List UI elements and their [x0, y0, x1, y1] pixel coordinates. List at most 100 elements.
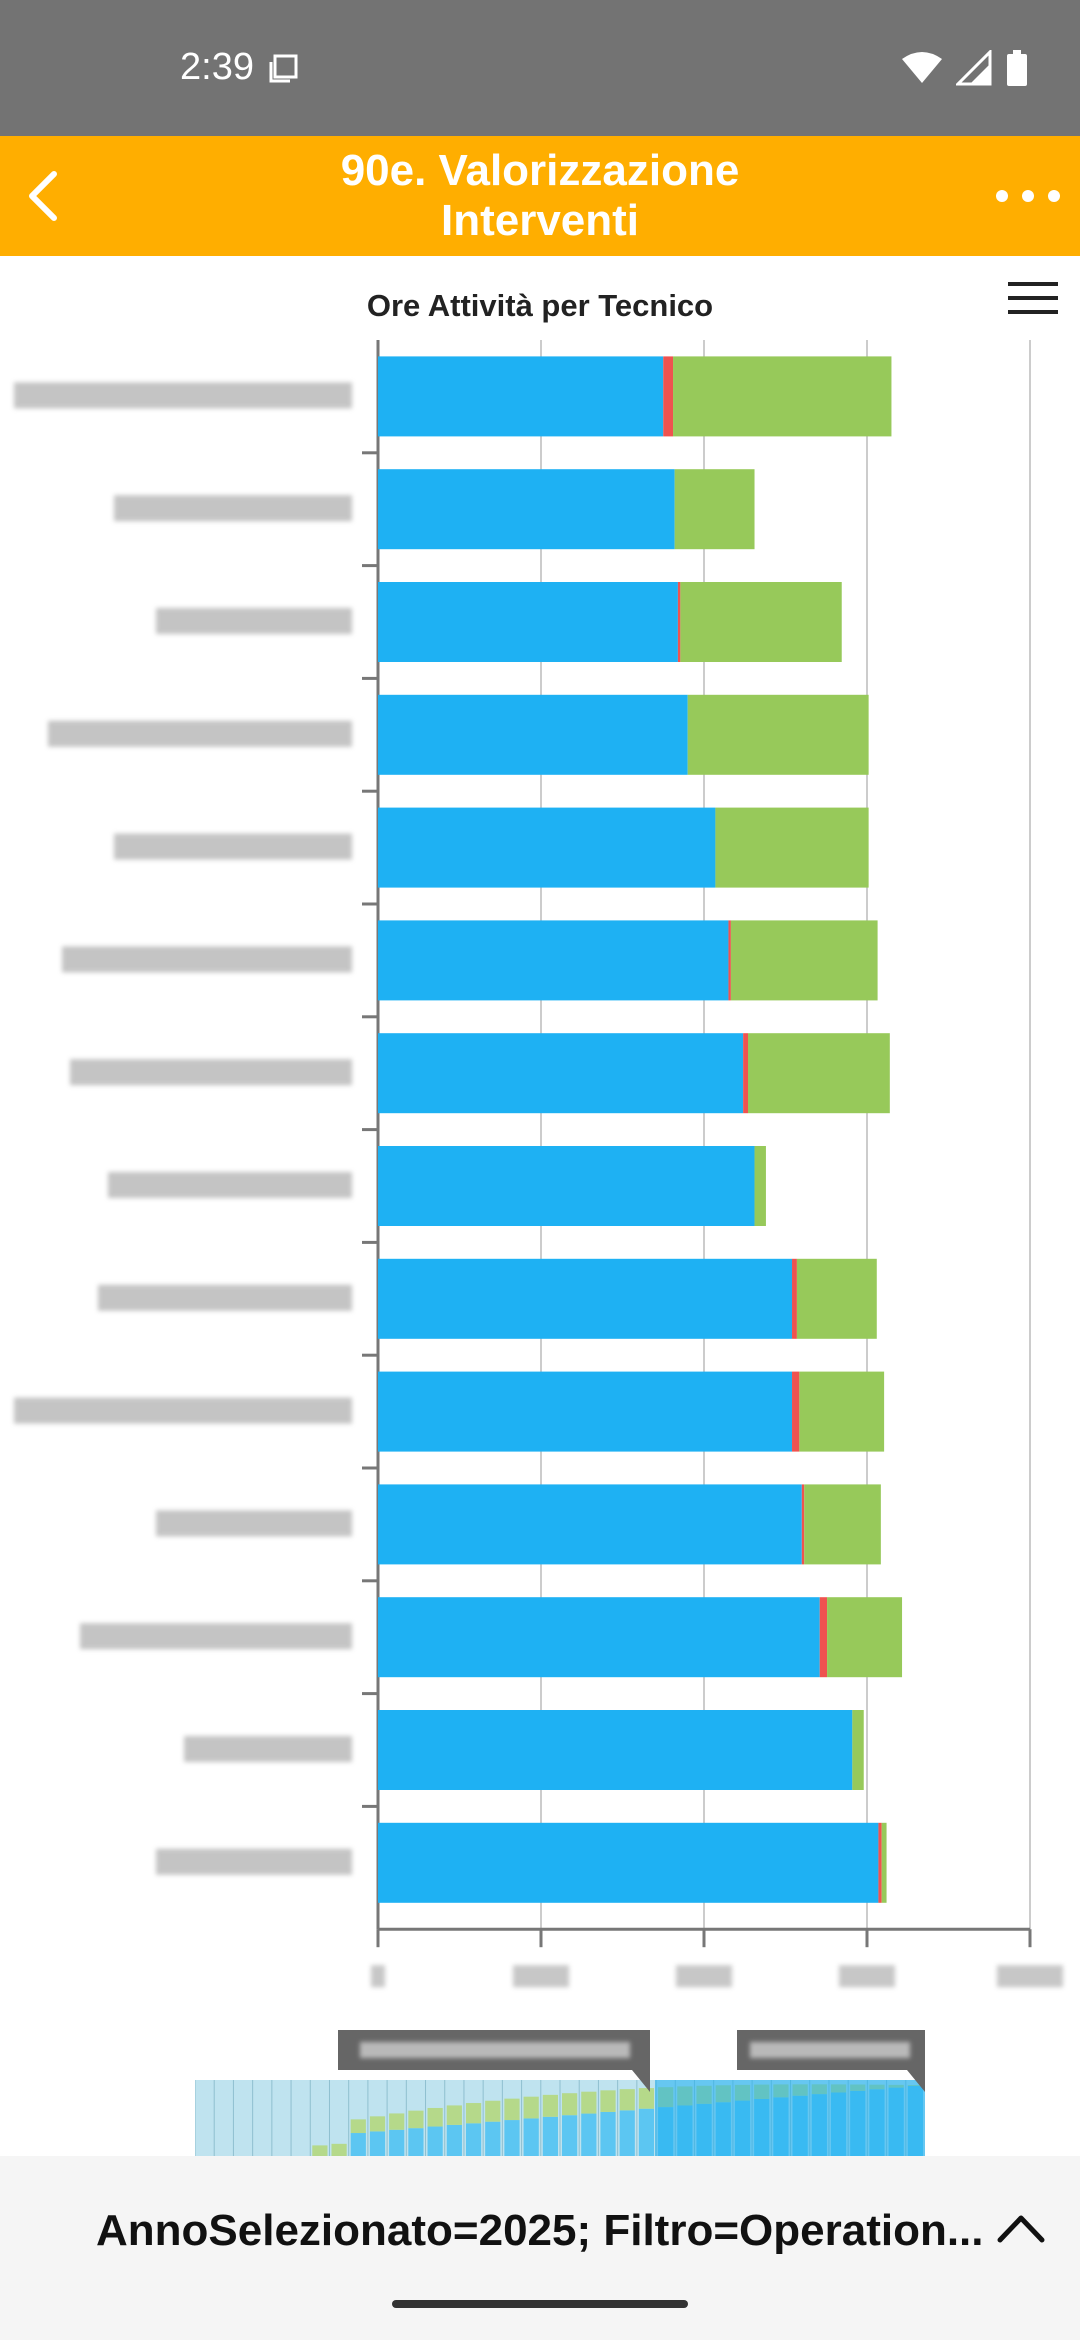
navigator-handle-right-label-redacted — [750, 2042, 910, 2058]
navigator-bar — [638, 2088, 655, 2109]
bar-segment[interactable] — [878, 1822, 882, 1903]
navigator-bar — [408, 2128, 424, 2156]
bar-segment[interactable] — [378, 582, 678, 662]
bar-segment[interactable] — [663, 356, 674, 437]
navigator-bar — [619, 2089, 635, 2111]
navigator-bar — [369, 2131, 386, 2156]
navigator-bar — [619, 2110, 635, 2156]
navigator-bar — [600, 2111, 616, 2156]
chart-navigator[interactable] — [195, 2030, 925, 2156]
navigator-bar — [581, 2113, 597, 2156]
x-tick-label-redacted — [371, 1965, 385, 1988]
bar-segment[interactable] — [677, 582, 681, 662]
bar-segment[interactable] — [674, 469, 755, 550]
navigator-bar — [504, 2098, 520, 2121]
category-label-redacted — [108, 1172, 352, 1198]
navigator-bar — [427, 2107, 443, 2127]
bar-segment[interactable] — [378, 1033, 744, 1114]
navigator-bar — [350, 2119, 366, 2134]
bar-segment[interactable] — [792, 1371, 800, 1452]
bar-segment[interactable] — [881, 1822, 887, 1903]
page-title-line2: Interventi — [440, 196, 640, 245]
status-bar: 2:39 — [0, 0, 1080, 136]
bar-segment[interactable] — [730, 920, 878, 1001]
category-label-redacted — [48, 720, 352, 747]
filter-bottom-sheet[interactable]: AnnoSelezionato=2025; Filtro=Operation..… — [0, 2156, 1080, 2340]
bar-segment[interactable] — [852, 1710, 864, 1790]
bar-segment[interactable] — [827, 1597, 903, 1678]
navigator-handle-right-tip — [907, 2070, 925, 2092]
bar-segment[interactable] — [792, 1258, 797, 1339]
navigator-selection[interactable] — [655, 2080, 925, 2156]
chart-menu-icon[interactable] — [1008, 282, 1060, 318]
navigator-bar — [523, 2118, 539, 2156]
status-time: 2:39 — [180, 46, 254, 88]
more-options-icon[interactable] — [996, 168, 1060, 224]
bars — [378, 356, 903, 1903]
navigator-bar — [542, 2116, 558, 2156]
navigator-bar — [369, 2116, 386, 2132]
navigator-bar — [465, 2103, 482, 2124]
chart-title: Ore Attività per Tecnico — [366, 288, 714, 323]
category-label-redacted — [80, 1623, 352, 1650]
navigator-bar — [562, 2093, 578, 2116]
bar-segment[interactable] — [715, 807, 869, 888]
bar-segment[interactable] — [799, 1371, 885, 1452]
navigator-bar — [389, 2113, 405, 2130]
bar-segment[interactable] — [673, 356, 892, 437]
page-title-line1: 90e. Valorizzazione — [340, 146, 740, 195]
bar-segment[interactable] — [378, 1822, 879, 1903]
navigator-bar — [485, 2121, 501, 2156]
navigator-handle-left-label-redacted — [360, 2042, 630, 2058]
bar-segment[interactable] — [378, 694, 688, 775]
category-label-redacted — [114, 833, 352, 860]
bar-segment[interactable] — [378, 807, 716, 888]
category-label-redacted — [114, 495, 352, 522]
battery-icon — [1007, 50, 1027, 86]
bar-segment[interactable] — [378, 920, 729, 1001]
x-tick-label-redacted — [676, 1965, 732, 1988]
category-label-redacted — [14, 382, 352, 409]
page-title: 90e. Valorizzazione Interventi — [240, 146, 840, 246]
bar-segment[interactable] — [754, 1146, 766, 1226]
bar-segment[interactable] — [378, 356, 664, 437]
axes — [362, 451, 1032, 1948]
back-arrow-icon[interactable] — [14, 164, 78, 228]
category-label-redacted — [14, 1397, 352, 1424]
bar-segment[interactable] — [378, 1597, 820, 1678]
home-indicator — [392, 2300, 688, 2308]
wifi-icon — [902, 52, 942, 83]
bar-segment[interactable] — [378, 1258, 793, 1339]
bar-segment[interactable] — [804, 1484, 881, 1565]
navigator-bar — [504, 2120, 520, 2156]
bar-segment[interactable] — [728, 920, 731, 1001]
bar-segment[interactable] — [680, 582, 842, 662]
bar-segment[interactable] — [378, 1371, 793, 1452]
navigator-bar — [638, 2108, 655, 2156]
bar-segment[interactable] — [378, 1710, 853, 1790]
bar-segment[interactable] — [819, 1597, 828, 1678]
bar-segment[interactable] — [801, 1484, 805, 1565]
bar-segment[interactable] — [687, 694, 869, 775]
category-label-redacted — [156, 1848, 352, 1875]
bar-segment[interactable] — [748, 1033, 890, 1114]
chevron-up-icon[interactable] — [996, 2208, 1046, 2248]
bar-segment[interactable] — [378, 469, 675, 550]
bar-segment[interactable] — [378, 1146, 755, 1226]
category-label-redacted — [156, 1510, 352, 1537]
bar-segment[interactable] — [378, 1484, 802, 1565]
navigator-bar — [446, 2105, 462, 2125]
category-label-redacted — [70, 1059, 352, 1086]
bar-segment[interactable] — [796, 1258, 877, 1339]
navigator-bar — [485, 2100, 501, 2122]
bar-segment[interactable] — [743, 1033, 749, 1114]
navigator-bar — [427, 2126, 443, 2156]
navigator-bar — [600, 2090, 616, 2112]
category-label-redacted — [184, 1736, 352, 1762]
navigator-bar — [446, 2124, 462, 2156]
navigator-bar — [350, 2133, 366, 2156]
category-label-redacted — [156, 608, 352, 634]
x-tick-label-redacted — [513, 1965, 569, 1988]
navigator-bar — [562, 2115, 578, 2156]
navigator-bar — [389, 2129, 405, 2156]
